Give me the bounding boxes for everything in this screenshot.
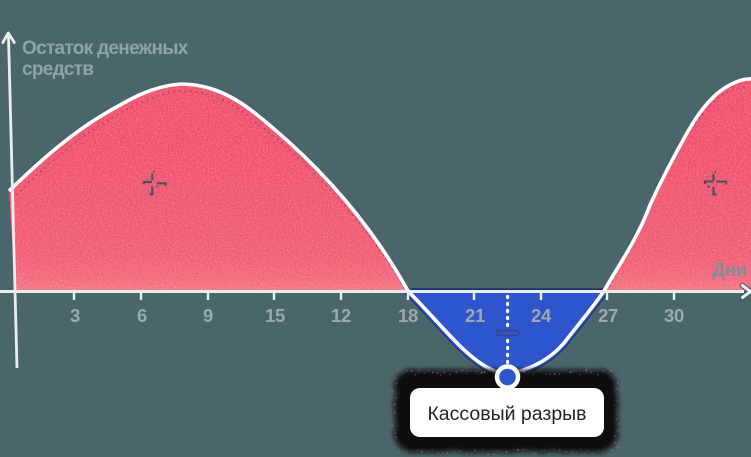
svg-text:средств: средств — [22, 59, 93, 80]
svg-text:24: 24 — [531, 305, 552, 326]
svg-text:Кассовый разрыв: Кассовый разрыв — [427, 403, 586, 425]
svg-text:12: 12 — [331, 305, 351, 326]
svg-text:30: 30 — [664, 305, 684, 326]
svg-text:Дни: Дни — [712, 260, 747, 280]
svg-text:18: 18 — [398, 305, 418, 326]
svg-text:21: 21 — [465, 305, 485, 326]
svg-text:6: 6 — [137, 305, 147, 326]
svg-text:15: 15 — [265, 305, 285, 326]
svg-text:3: 3 — [70, 305, 80, 326]
svg-text:9: 9 — [203, 305, 213, 326]
svg-text:27: 27 — [598, 305, 618, 326]
svg-text:Остаток денежных: Остаток денежных — [22, 38, 189, 59]
